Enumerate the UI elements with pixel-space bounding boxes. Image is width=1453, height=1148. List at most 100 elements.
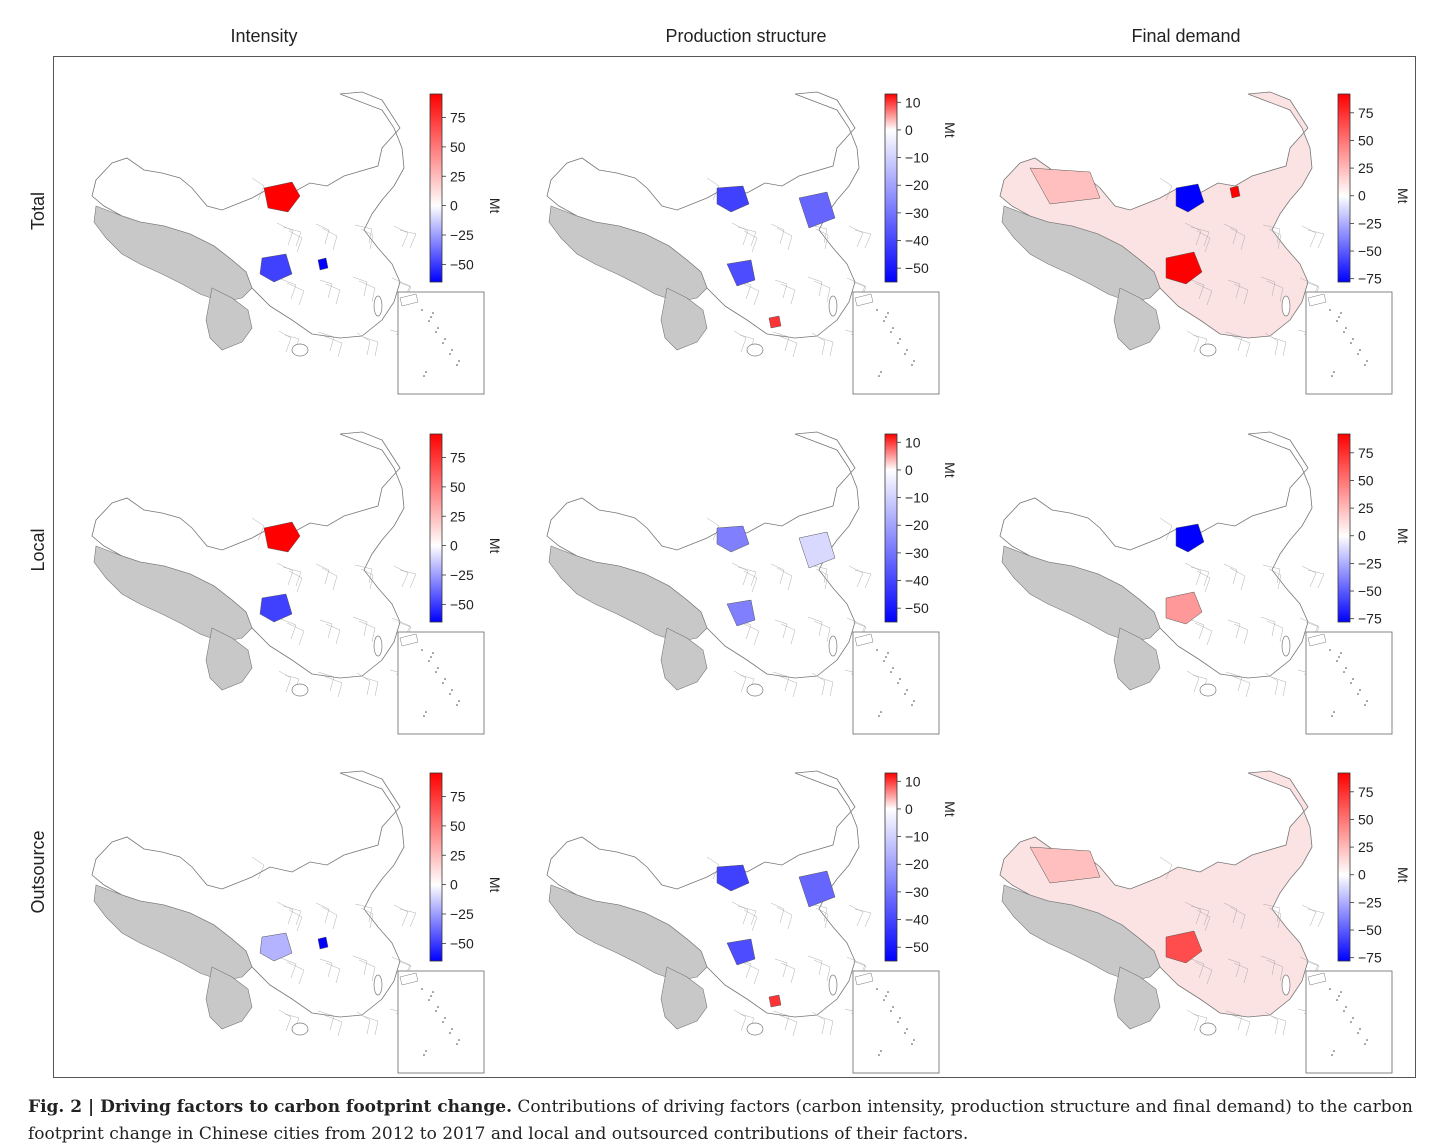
colorbar-tick-label: −30 [905, 545, 929, 561]
colorbar [1337, 93, 1351, 283]
china-map: 75 50 25 0 −25 −50 −75 Mt [999, 91, 1411, 395]
colorbar-tick-label: −20 [905, 517, 929, 533]
map-panel-local-demand: 75 50 25 0 −25 −50 −75 Mt [990, 428, 1430, 748]
colorbar-tick-label: −10 [905, 150, 929, 166]
colorbar-tick-label: 0 [905, 462, 913, 478]
colorbar-tick-label: 25 [1358, 839, 1374, 855]
colorbar-tick-label: −40 [905, 573, 929, 589]
colorbar-unit-label: Mt [487, 538, 503, 554]
colorbar-tick-label: 25 [450, 168, 466, 184]
colorbar-unit-label: Mt [942, 801, 958, 817]
china-map: 10 0 −10 −20 −30 −40 −50 Mt [546, 770, 958, 1074]
china-map: 10 0 −10 −20 −30 −40 −50 Mt [546, 91, 958, 395]
colorbar-tick-label: −25 [450, 567, 474, 583]
colorbar-tick-label: 50 [1358, 472, 1374, 488]
china-map: 75 50 25 0 −25 −50 Mt [91, 91, 503, 395]
row-label-outsource: Outsource [27, 830, 48, 914]
colorbar-unit-label: Mt [942, 462, 958, 478]
colorbar-tick-label: −50 [905, 939, 929, 955]
colorbar-tick-label: 0 [450, 538, 458, 554]
china-map: 75 50 25 0 −25 −50 −75 Mt [999, 431, 1411, 735]
map-panel-outsource-production: 10 0 −10 −20 −30 −40 −50 Mt [537, 767, 977, 1087]
column-title-production-structure: Production structure [665, 26, 827, 46]
colorbar-tick-label: 75 [450, 450, 466, 466]
colorbar-tick-label: −75 [1358, 271, 1382, 287]
colorbar-tick-label: −25 [1358, 555, 1382, 571]
colorbar-tick-label: −20 [905, 856, 929, 872]
colorbar-tick-label: 50 [450, 139, 466, 155]
caption-label: Fig. 2 | Driving factors to carbon footp… [28, 1097, 512, 1117]
caption-text: Contributions of driving factors (carbon… [28, 1097, 1413, 1144]
map-panel-total-production: 10 0 −10 −20 −30 −40 −50 Mt [537, 88, 977, 408]
south-china-sea-inset [852, 970, 940, 1074]
colorbar-tick-label: 0 [905, 122, 913, 138]
south-china-sea-inset [852, 291, 940, 395]
colorbar-tick-label: −50 [1358, 922, 1382, 938]
map-panel-outsource-demand: 75 50 25 0 −25 −50 −75 Mt [990, 767, 1430, 1087]
colorbar-tick-label: −25 [450, 906, 474, 922]
colorbar-unit-label: Mt [942, 122, 958, 138]
colorbar-tick-label: −25 [450, 227, 474, 243]
colorbar-tick-label: 75 [450, 110, 466, 126]
colorbar-unit-label: Mt [487, 877, 503, 893]
colorbar-unit-label: Mt [1395, 528, 1411, 544]
colorbar-tick-label: 0 [1358, 188, 1366, 204]
china-map: 75 50 25 0 −25 −50 −75 Mt [999, 770, 1411, 1074]
colorbar-tick-label: −75 [1358, 611, 1382, 627]
south-china-sea-inset [1305, 970, 1393, 1074]
colorbar [1337, 433, 1351, 623]
figure-caption: Fig. 2 | Driving factors to carbon footp… [28, 1094, 1418, 1148]
south-china-sea-inset [1305, 291, 1393, 395]
colorbar-tick-label: −50 [1358, 243, 1382, 259]
column-title-intensity: Intensity [230, 26, 298, 46]
colorbar-tick-label: −75 [1358, 950, 1382, 966]
map-panel-total-demand: 75 50 25 0 −25 −50 −75 Mt [990, 88, 1430, 408]
colorbar [884, 772, 898, 962]
south-china-sea-inset [397, 970, 485, 1074]
colorbar [429, 93, 443, 283]
colorbar-tick-label: −20 [905, 177, 929, 193]
colorbar [1337, 772, 1351, 962]
colorbar-tick-label: 50 [1358, 811, 1374, 827]
colorbar-tick-label: 0 [450, 877, 458, 893]
colorbar-tick-label: 10 [905, 773, 921, 789]
colorbar-tick-label: 25 [1358, 160, 1374, 176]
colorbar-tick-label: 0 [905, 801, 913, 817]
colorbar-tick-label: 25 [450, 508, 466, 524]
colorbar-tick-label: −25 [1358, 894, 1382, 910]
colorbar-tick-label: 0 [1358, 867, 1366, 883]
colorbar [429, 772, 443, 962]
colorbar-unit-label: Mt [1395, 188, 1411, 204]
colorbar-tick-label: 0 [1358, 528, 1366, 544]
row-label-total: Total [27, 191, 48, 231]
colorbar-tick-label: −50 [905, 260, 929, 276]
colorbar-tick-label: 50 [1358, 132, 1374, 148]
colorbar-tick-label: −40 [905, 912, 929, 928]
colorbar-tick-label: 25 [1358, 500, 1374, 516]
colorbar-unit-label: Mt [487, 198, 503, 214]
colorbar-tick-label: −30 [905, 884, 929, 900]
map-panel-outsource-intensity: 75 50 25 0 −25 −50 Mt [82, 767, 522, 1087]
colorbar-unit-label: Mt [1395, 867, 1411, 883]
china-map: 75 50 25 0 −25 −50 Mt [91, 431, 503, 735]
figure-frame [53, 56, 1416, 1078]
south-china-sea-inset [397, 291, 485, 395]
column-title-final-demand: Final demand [1131, 26, 1241, 46]
colorbar-tick-label: 25 [450, 847, 466, 863]
colorbar [429, 433, 443, 623]
china-map: 75 50 25 0 −25 −50 Mt [91, 770, 503, 1074]
map-panel-total-intensity: 75 50 25 0 −25 −50 Mt [82, 88, 522, 408]
colorbar-tick-label: 75 [450, 789, 466, 805]
colorbar-tick-label: −10 [905, 829, 929, 845]
colorbar [884, 433, 898, 623]
colorbar-tick-label: −25 [1358, 215, 1382, 231]
colorbar-tick-label: 50 [450, 818, 466, 834]
colorbar-tick-label: −50 [905, 600, 929, 616]
row-label-local: Local [27, 528, 48, 572]
colorbar-tick-label: −50 [450, 596, 474, 612]
colorbar-tick-label: 0 [450, 198, 458, 214]
map-panel-local-intensity: 75 50 25 0 −25 −50 Mt [82, 428, 522, 748]
colorbar-tick-label: −40 [905, 233, 929, 249]
south-china-sea-inset [1305, 631, 1393, 735]
south-china-sea-inset [397, 631, 485, 735]
